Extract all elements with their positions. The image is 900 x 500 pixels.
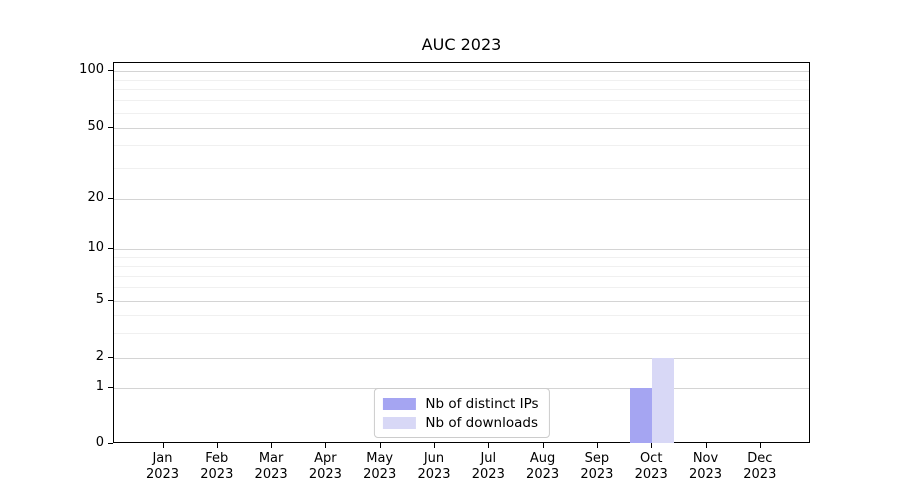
xtick-mark-mar [271,443,273,448]
minor-gridline-80 [114,89,809,90]
minor-gridline-9 [114,257,809,258]
xtick-label-oct: Oct 2023 [634,451,668,482]
major-gridline-50 [114,128,809,129]
xtick-mark-jan [162,443,164,448]
minor-gridline-30 [114,168,809,169]
minor-gridline-8 [114,266,809,267]
legend-item-downloads: Nb of downloads [382,413,538,432]
major-gridline-10 [114,249,809,250]
xtick-label-jan: Jan 2023 [145,451,180,482]
xtick-mark-apr [325,443,327,448]
minor-gridline-70 [114,100,809,101]
ytick-label-20: 20 [87,190,104,205]
xtick-mark-jul [488,443,490,448]
legend-swatch-distinct-ips [382,397,416,410]
major-gridline-5 [114,301,809,302]
minor-gridline-60 [114,113,809,114]
ytick-mark-20 [108,198,113,199]
xtick-label-jun: Jun 2023 [417,451,451,482]
bar-oct-series0 [630,388,653,443]
xtick-mark-jun [434,443,435,448]
ytick-mark-100 [108,70,113,71]
ytick-label-0: 0 [95,435,104,450]
ytick-label-10: 10 [87,240,104,255]
legend-label-downloads: Nb of downloads [425,414,538,431]
ytick-mark-0 [108,443,113,444]
legend-swatch-downloads [382,416,416,429]
ytick-mark-1 [108,387,113,388]
legend: Nb of distinct IPs Nb of downloads [373,388,550,438]
minor-gridline-40 [114,145,809,146]
minor-gridline-7 [114,276,809,277]
ytick-mark-10 [108,248,113,249]
ytick-label-50: 50 [87,119,104,134]
xtick-label-apr: Apr 2023 [308,451,342,482]
xtick-mark-feb [216,443,218,448]
xtick-label-nov: Nov 2023 [688,451,723,482]
xtick-label-may: May 2023 [363,451,397,482]
minor-gridline-90 [114,80,809,81]
legend-item-distinct-ips: Nb of distinct IPs [382,394,539,413]
xtick-mark-oct [651,443,653,448]
ytick-label-5: 5 [95,292,104,307]
ytick-label-1: 1 [95,379,104,394]
major-gridline-2 [114,358,809,359]
xtick-label-dec: Dec 2023 [743,451,777,482]
xtick-label-mar: Mar 2023 [254,451,288,482]
xtick-mark-sep [596,443,598,448]
minor-gridline-3 [114,333,809,334]
minor-gridline-6 [114,287,809,288]
legend-label-distinct-ips: Nb of distinct IPs [425,395,539,412]
ytick-mark-5 [108,300,113,301]
xtick-mark-dec [759,443,761,448]
ytick-label-100: 100 [79,62,104,77]
major-gridline-20 [114,199,809,200]
xtick-label-sep: Sep 2023 [580,451,614,482]
xtick-mark-aug [542,443,544,448]
xtick-label-jul: Jul 2023 [471,451,505,482]
xtick-label-feb: Feb 2023 [200,451,234,482]
chart-title: AUC 2023 [421,35,502,54]
ytick-label-2: 2 [95,349,104,364]
major-gridline-100 [114,71,809,72]
minor-gridline-4 [114,315,809,316]
ytick-mark-2 [108,357,113,358]
ytick-mark-50 [108,127,113,128]
xtick-label-aug: Aug 2023 [526,451,560,482]
bar-oct-series1 [652,358,675,443]
xtick-mark-may [379,443,381,448]
plot-area: Nb of distinct IPs Nb of downloads [113,62,810,443]
xtick-mark-nov [705,443,707,448]
